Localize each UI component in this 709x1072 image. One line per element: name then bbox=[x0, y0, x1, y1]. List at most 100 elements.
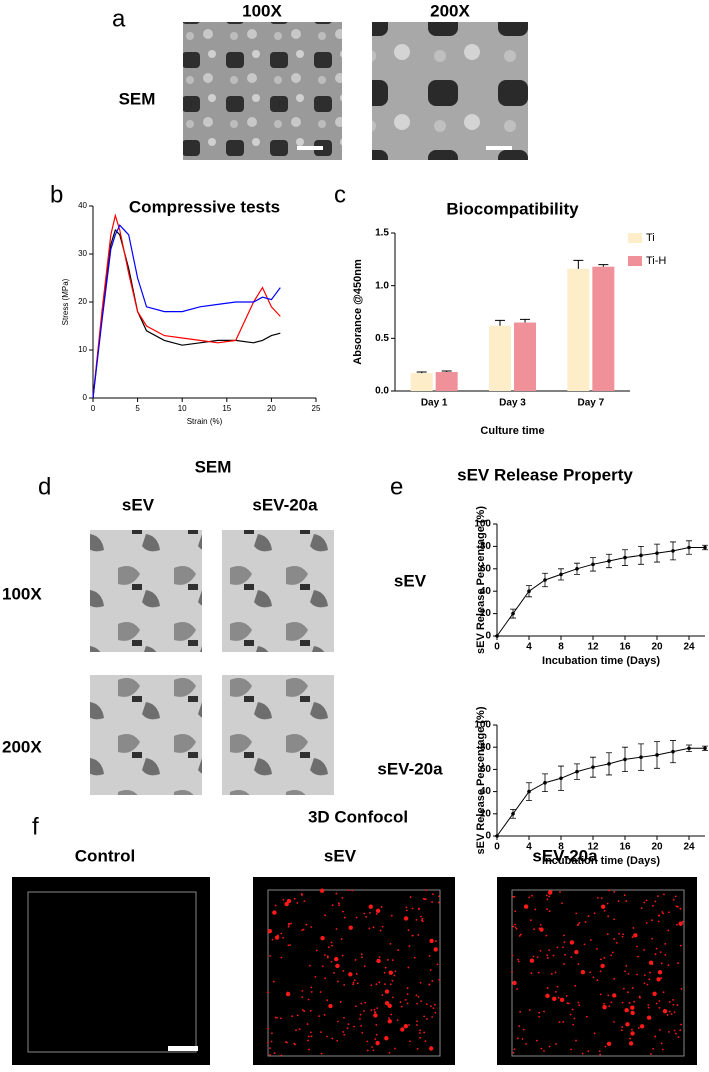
confocal-dot bbox=[391, 959, 394, 962]
y-tick-label: 60 bbox=[480, 563, 492, 574]
confocal-dot bbox=[369, 911, 371, 914]
point bbox=[543, 780, 547, 785]
confocal-dot bbox=[546, 954, 549, 957]
point bbox=[559, 572, 563, 577]
panel-label: a bbox=[112, 5, 126, 32]
confocal-dot bbox=[420, 919, 423, 922]
confocal-dot bbox=[375, 908, 381, 914]
confocal-dot bbox=[415, 994, 418, 997]
y-tick-label: 0 bbox=[485, 831, 491, 842]
confocal-dot bbox=[409, 1040, 411, 1043]
confocal-dot bbox=[643, 982, 646, 985]
confocal-dot bbox=[346, 1027, 349, 1030]
point bbox=[703, 545, 707, 550]
confocal-dot bbox=[405, 906, 408, 909]
confocal-dot bbox=[368, 904, 373, 909]
confocal-image bbox=[253, 877, 455, 1065]
confocal-dot bbox=[660, 1042, 663, 1045]
confocal-dot bbox=[587, 915, 590, 918]
confocal-dot bbox=[434, 1011, 437, 1014]
confocal-dot bbox=[384, 1036, 389, 1041]
x-tick-label: 5 bbox=[135, 404, 140, 413]
confocal-dot bbox=[336, 1039, 339, 1042]
confocal-dot bbox=[603, 956, 606, 959]
point bbox=[607, 559, 611, 563]
confocal-dot bbox=[287, 944, 290, 947]
confocal-dot bbox=[512, 980, 517, 986]
confocal-dot bbox=[291, 1015, 294, 1018]
panel-label: d bbox=[38, 473, 51, 500]
confocal-dot bbox=[600, 958, 602, 961]
confocal-dot bbox=[284, 901, 289, 907]
confocal-dot bbox=[662, 1008, 668, 1014]
confocal-dot bbox=[570, 1048, 572, 1051]
confocal-dot bbox=[438, 895, 441, 898]
row-label: 100X bbox=[2, 584, 42, 603]
column-label: sEV bbox=[324, 846, 357, 865]
confocal-dot bbox=[308, 964, 311, 967]
confocal-dot bbox=[331, 1037, 334, 1040]
confocal-dot bbox=[667, 964, 670, 967]
legend-swatch bbox=[628, 233, 642, 243]
confocal-dot bbox=[298, 1028, 301, 1030]
x-tick-label: 0 bbox=[494, 842, 500, 853]
confocal-dot bbox=[326, 955, 329, 957]
confocal-dot bbox=[569, 1013, 572, 1016]
y-tick-label: 80 bbox=[480, 742, 492, 753]
y-tick-label: 20 bbox=[480, 808, 492, 819]
confocal-dot bbox=[539, 949, 542, 952]
confocal-dot bbox=[300, 892, 303, 895]
point bbox=[639, 553, 643, 558]
confocal-dot bbox=[637, 955, 639, 958]
confocal-dot bbox=[676, 1004, 679, 1006]
confocal-dot bbox=[548, 1045, 551, 1048]
confocal-dot bbox=[355, 916, 358, 919]
confocal-dot bbox=[610, 954, 612, 957]
confocal-dot bbox=[607, 994, 610, 997]
confocal-dot bbox=[630, 1005, 635, 1010]
x-tick-label: Day 3 bbox=[499, 398, 526, 409]
confocal-dot bbox=[539, 927, 544, 932]
confocal-dot bbox=[559, 997, 565, 1003]
confocal-dot bbox=[413, 956, 416, 959]
legend-label: Ti bbox=[646, 232, 655, 244]
confocal-dot bbox=[546, 987, 549, 989]
confocal-dot bbox=[511, 954, 514, 957]
confocal-dot bbox=[267, 929, 273, 934]
confocal-dot bbox=[423, 1031, 426, 1034]
confocal-dot bbox=[374, 1038, 377, 1040]
confocal-dot bbox=[424, 1040, 427, 1042]
confocal-dot bbox=[593, 912, 596, 915]
confocal-dot bbox=[394, 970, 397, 973]
confocal-dot bbox=[310, 926, 313, 928]
confocal-dot bbox=[370, 1009, 373, 1012]
confocal-dot bbox=[667, 1030, 670, 1033]
confocal-dot bbox=[341, 954, 344, 957]
confocal-dot bbox=[518, 935, 521, 937]
confocal-dot bbox=[293, 897, 296, 900]
confocal-dot bbox=[418, 908, 420, 911]
confocal-dot bbox=[416, 1020, 418, 1023]
confocal-dot bbox=[676, 905, 679, 908]
confocal-dot bbox=[274, 904, 277, 907]
confocal-dot bbox=[608, 1005, 611, 1008]
x-tick-label: 25 bbox=[312, 404, 321, 413]
confocal-dot bbox=[624, 1008, 629, 1013]
bar bbox=[435, 372, 458, 391]
confocal-dot bbox=[558, 1021, 561, 1024]
confocal-dot bbox=[556, 946, 559, 949]
confocal-dot bbox=[572, 1023, 575, 1026]
confocal-dot bbox=[342, 910, 344, 913]
x-tick-label: 24 bbox=[683, 842, 695, 853]
column-label: sEV-20a bbox=[252, 495, 318, 514]
confocal-dot bbox=[633, 933, 638, 938]
y-tick-label: 1.5 bbox=[375, 228, 389, 239]
confocal-dot bbox=[569, 940, 575, 945]
y-tick-label: 10 bbox=[78, 345, 87, 354]
confocal-dot bbox=[282, 936, 285, 939]
confocal-dot bbox=[657, 970, 663, 975]
confocal-dot bbox=[343, 984, 346, 986]
confocal-dot bbox=[675, 1032, 677, 1035]
confocal-dot bbox=[578, 921, 581, 924]
